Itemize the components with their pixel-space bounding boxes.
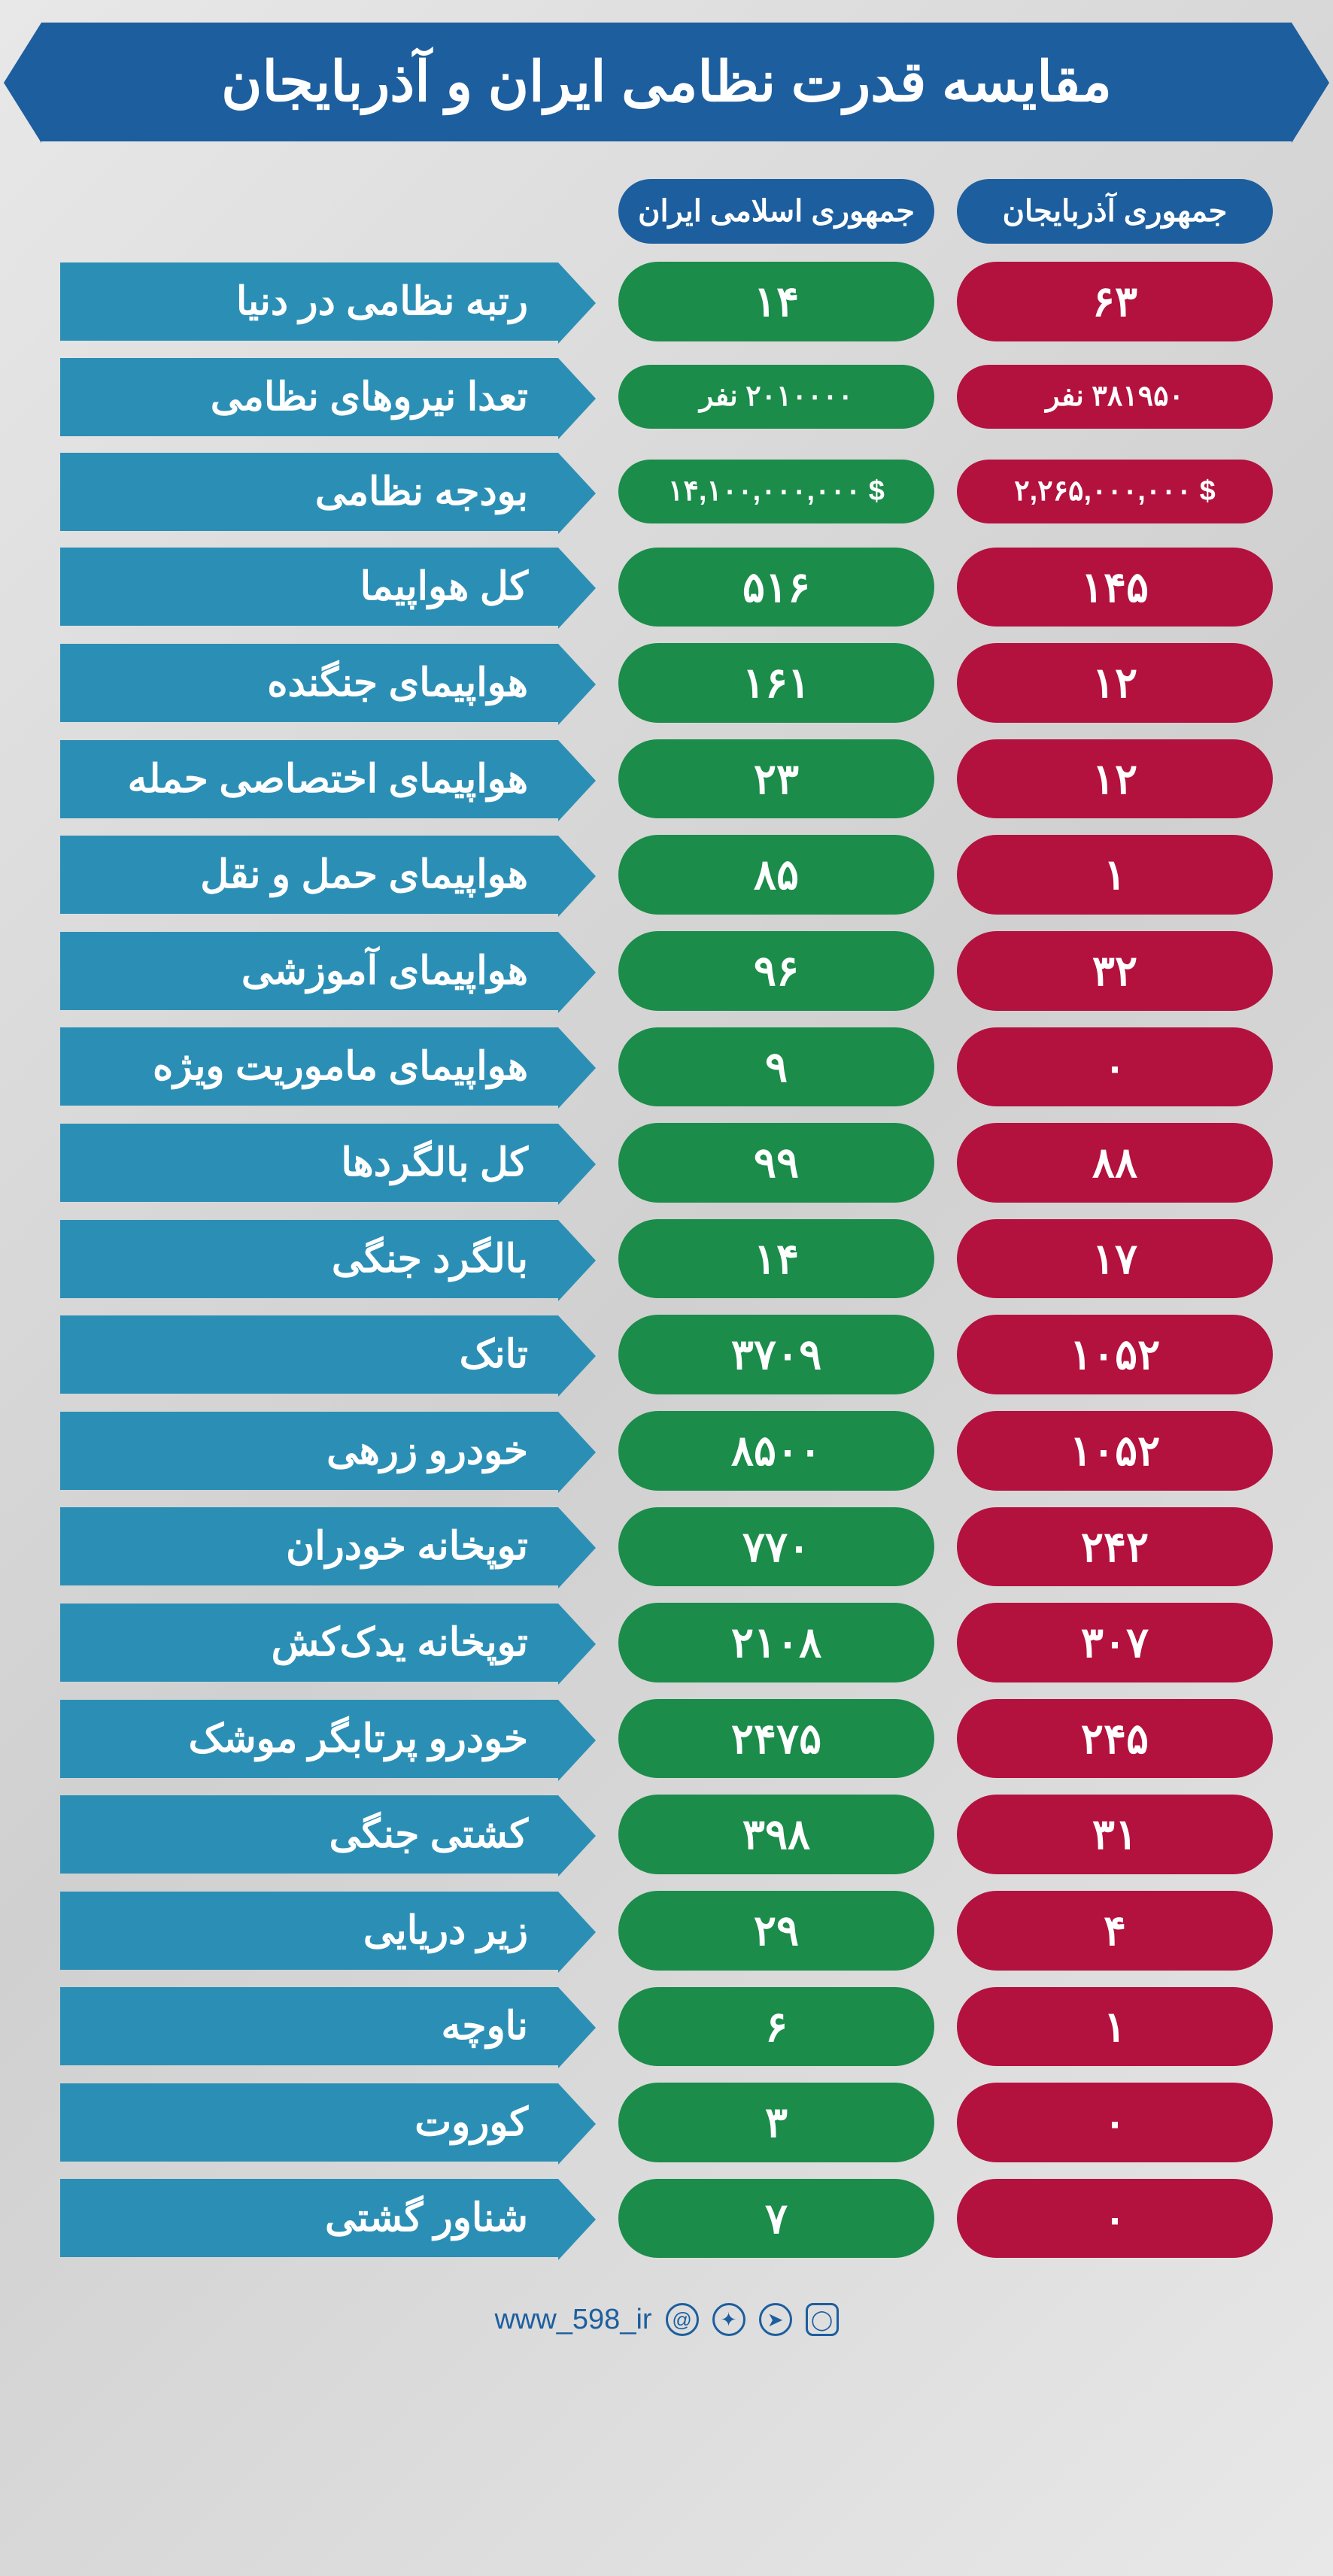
comparison-row: ۱۰۵۲ ۳۷۰۹ تانک	[60, 1315, 1273, 1394]
value-azerbaijan: ۶۳	[957, 262, 1273, 341]
comparison-row: ۱۲ ۲۳ هواپیمای اختصاصی حمله	[60, 739, 1273, 819]
instagram-icon: ◯	[806, 2303, 839, 2336]
value-iran: ۷۷۰	[618, 1507, 934, 1587]
value-iran: ۲۱۰۸	[618, 1603, 934, 1682]
value-iran: ۹۹	[618, 1123, 934, 1203]
value-azerbaijan: ۱۷	[957, 1219, 1273, 1299]
value-iran: ۹	[618, 1027, 934, 1107]
row-label: خودرو زرهی	[60, 1412, 558, 1490]
comparison-row: ۴ ۲۹ زیر دریایی	[60, 1891, 1273, 1971]
row-label: کل هواپیما	[60, 548, 558, 626]
value-azerbaijan: $ ۲,۲۶۵,۰۰۰,۰۰۰	[957, 460, 1273, 524]
value-azerbaijan: ۱۰۵۲	[957, 1411, 1273, 1491]
row-label: هواپیمای آموزشی	[60, 932, 558, 1010]
row-label: تانک	[60, 1315, 558, 1394]
row-label: شناور گشتی	[60, 2179, 558, 2257]
row-label: بالگرد جنگی	[60, 1220, 558, 1298]
value-azerbaijan: ۴	[957, 1891, 1273, 1971]
row-label: هواپیمای اختصاصی حمله	[60, 740, 558, 818]
footer: ◯ ➤ ✦ @ www_598_ir	[15, 2303, 1318, 2336]
value-azerbaijan: ۱۰۵۲	[957, 1315, 1273, 1394]
footer-handle: www_598_ir	[494, 2304, 651, 2336]
value-iran: ۱۶۱	[618, 643, 934, 723]
comparison-row: ۳۰۷ ۲۱۰۸ توپخانه یدک‌کش	[60, 1603, 1273, 1682]
row-label: هواپیمای حمل و نقل	[60, 836, 558, 914]
value-iran: ۲۹	[618, 1891, 934, 1971]
value-iran: ۲۳	[618, 739, 934, 819]
row-label: هواپیمای ماموریت ویژه	[60, 1027, 558, 1106]
comparison-row: ۱۷ ۱۴ بالگرد جنگی	[60, 1219, 1273, 1299]
value-iran: ۹۶	[618, 931, 934, 1011]
row-label: کل بالگردها	[60, 1124, 558, 1202]
row-label: بودجه نظامی	[60, 453, 558, 531]
comparison-row: ۳۱ ۳۹۸ کشتی جنگی	[60, 1795, 1273, 1874]
row-label: کشتی جنگی	[60, 1795, 558, 1874]
comparison-row: ۱ ۸۵ هواپیمای حمل و نقل	[60, 835, 1273, 915]
header-iran: جمهوری اسلامی ایران	[618, 179, 934, 244]
comparison-row: ۳۲ ۹۶ هواپیمای آموزشی	[60, 931, 1273, 1011]
row-label: خودرو پرتابگر موشک	[60, 1700, 558, 1778]
value-azerbaijan: ۱	[957, 835, 1273, 915]
comparison-row: ۸۸ ۹۹ کل بالگردها	[60, 1123, 1273, 1203]
comparison-row: ۰۹ هواپیمای ماموریت ویژه	[60, 1027, 1273, 1107]
comparison-row: ۱۲ ۱۶۱ هواپیمای جنگنده	[60, 643, 1273, 723]
eitaa-icon: @	[666, 2303, 699, 2336]
comparison-row: ۳۸۱۹۵۰ نفر ۲۰۱۰۰۰۰ نفر تعدا نیروهای نظامی	[60, 358, 1273, 436]
row-label: توپخانه یدک‌کش	[60, 1604, 558, 1682]
row-label: تعدا نیروهای نظامی	[60, 358, 558, 436]
row-label: زیر دریایی	[60, 1892, 558, 1970]
row-label: ناوچه	[60, 1987, 558, 2065]
comparison-row: ۶۳ ۱۴ رتبه نظامی در دنیا	[60, 262, 1273, 341]
column-headers: جمهوری آذربایجان جمهوری اسلامی ایران	[15, 179, 1318, 262]
value-iran: ۳	[618, 2083, 934, 2162]
value-azerbaijan: ۰	[957, 1027, 1273, 1107]
value-iran: ۲۰۱۰۰۰۰ نفر	[618, 365, 934, 429]
comparison-row: ۰۷ شناور گشتی	[60, 2179, 1273, 2259]
value-iran: $ ۱۴,۱۰۰,۰۰۰,۰۰۰	[618, 460, 934, 524]
comparison-rows: ۶۳۱۴رتبه نظامی در دنیا۳۸۱۹۵۰ نفر۲۰۱۰۰۰۰ …	[15, 262, 1318, 2258]
header-azerbaijan: جمهوری آذربایجان	[957, 179, 1273, 244]
row-label: کوروت	[60, 2083, 558, 2162]
value-azerbaijan: ۰	[957, 2083, 1273, 2162]
value-azerbaijan: ۳۱	[957, 1795, 1273, 1874]
row-label: توپخانه خودران	[60, 1507, 558, 1585]
title-banner: مقایسه قدرت نظامی ایران و آذربایجان	[41, 23, 1292, 141]
row-label: رتبه نظامی در دنیا	[60, 262, 558, 341]
value-iran: ۳۷۰۹	[618, 1315, 934, 1394]
value-azerbaijan: ۳۲	[957, 931, 1273, 1011]
value-iran: ۲۴۷۵	[618, 1699, 934, 1779]
comparison-row: ۱۴۵ ۵۱۶ کل هواپیما	[60, 548, 1273, 627]
comparison-row: $ ۲,۲۶۵,۰۰۰,۰۰۰ $ ۱۴,۱۰۰,۰۰۰,۰۰۰ بودجه نظا…	[60, 453, 1273, 531]
comparison-row: ۲۴۵ ۲۴۷۵ خودرو پرتابگر موشک	[60, 1699, 1273, 1779]
value-azerbaijan: ۱۲	[957, 643, 1273, 723]
twitter-icon: ✦	[712, 2303, 745, 2336]
value-iran: ۶	[618, 1987, 934, 2067]
row-label: هواپیمای جنگنده	[60, 644, 558, 722]
value-azerbaijan: ۱۲	[957, 739, 1273, 819]
telegram-icon: ➤	[759, 2303, 792, 2336]
value-iran: ۱۴	[618, 1219, 934, 1299]
comparison-row: ۰۳ کوروت	[60, 2083, 1273, 2162]
comparison-row: ۱۰۵۲ ۸۵۰۰ خودرو زرهی	[60, 1411, 1273, 1491]
value-azerbaijan: ۲۴۵	[957, 1699, 1273, 1779]
value-azerbaijan: ۱	[957, 1987, 1273, 2067]
comparison-row: ۲۴۲ ۷۷۰ توپخانه خودران	[60, 1507, 1273, 1587]
value-azerbaijan: ۲۴۲	[957, 1507, 1273, 1587]
value-azerbaijan: ۳۸۱۹۵۰ نفر	[957, 365, 1273, 429]
value-iran: ۸۵۰۰	[618, 1411, 934, 1491]
value-azerbaijan: ۱۴۵	[957, 548, 1273, 627]
value-iran: ۵۱۶	[618, 548, 934, 627]
value-azerbaijan: ۰	[957, 2179, 1273, 2259]
value-iran: ۷	[618, 2179, 934, 2259]
title-text: مقایسه قدرت نظامی ایران و آذربایجان	[221, 50, 1112, 113]
comparison-row: ۱۶ ناوچه	[60, 1987, 1273, 2067]
value-iran: ۸۵	[618, 835, 934, 915]
value-iran: ۱۴	[618, 262, 934, 341]
value-azerbaijan: ۸۸	[957, 1123, 1273, 1203]
value-azerbaijan: ۳۰۷	[957, 1603, 1273, 1682]
value-iran: ۳۹۸	[618, 1795, 934, 1874]
